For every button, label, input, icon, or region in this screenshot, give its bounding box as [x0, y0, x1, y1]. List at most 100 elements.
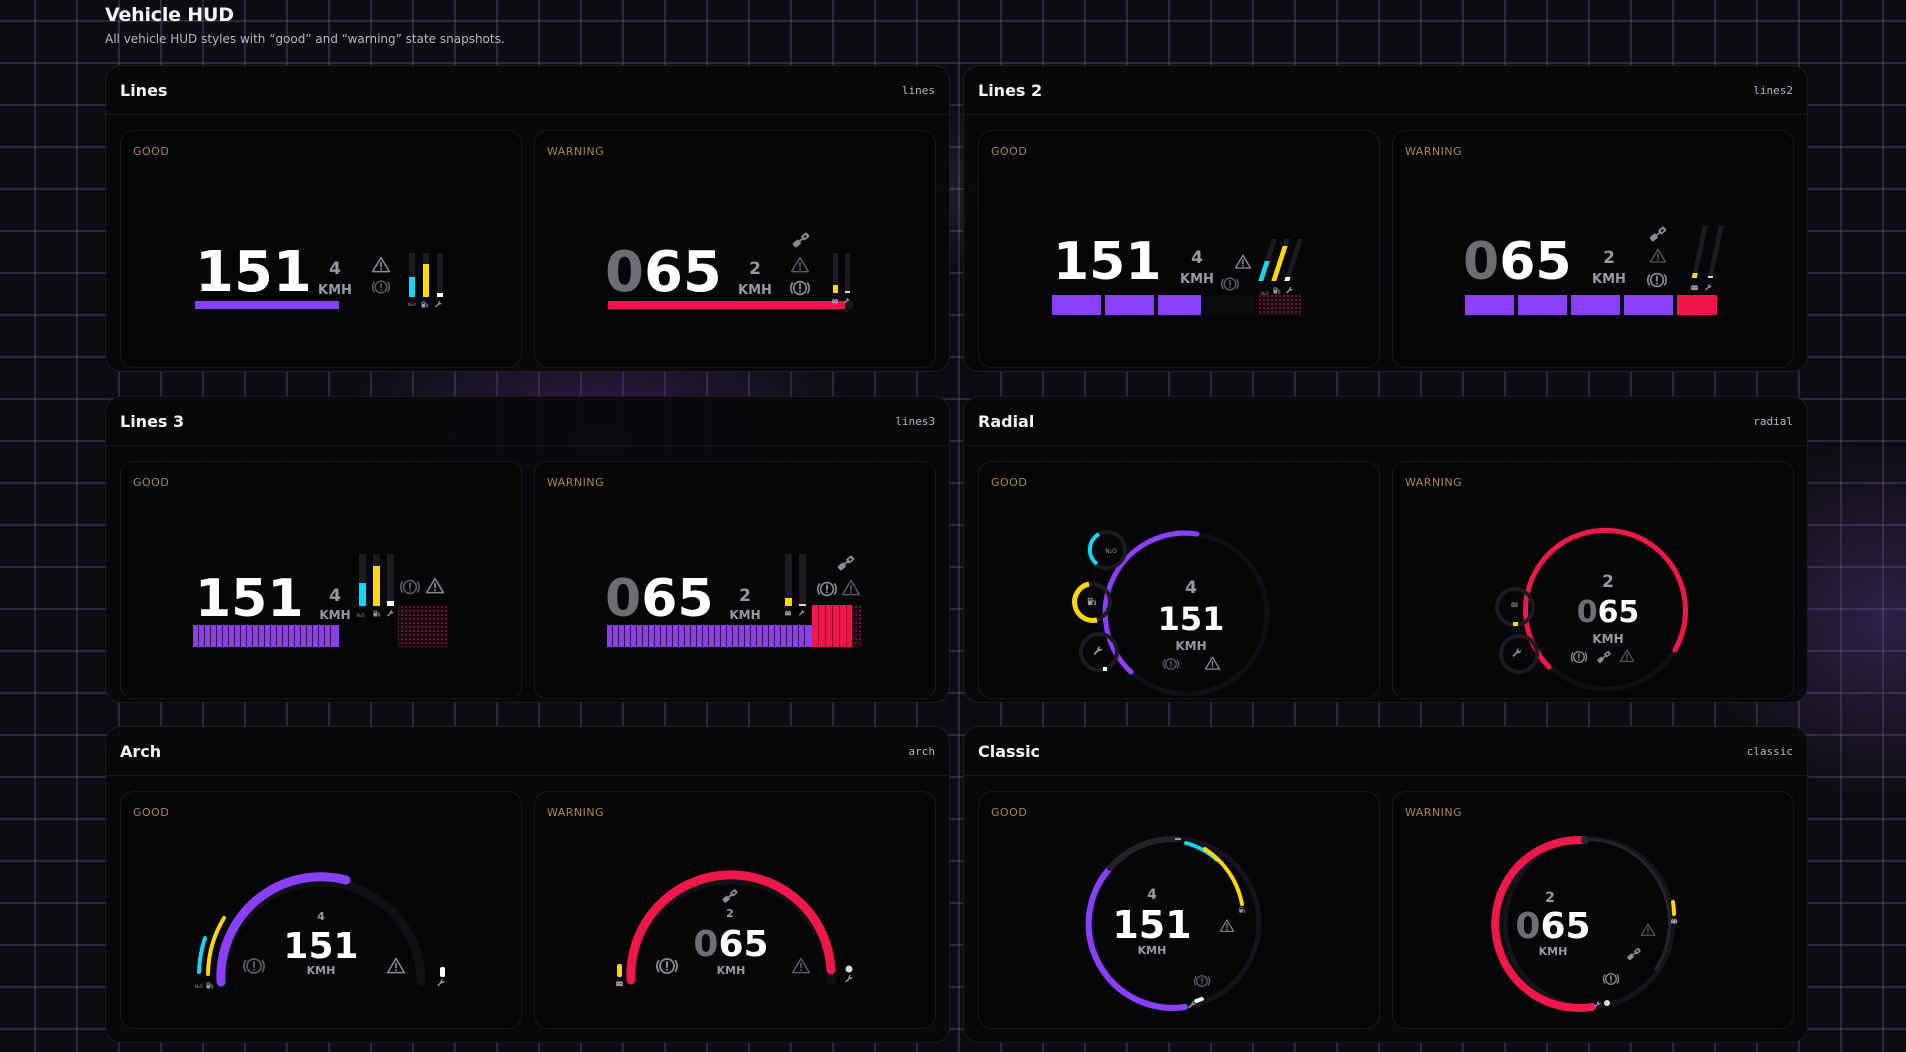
- speed-bar: [608, 301, 845, 309]
- fuel-pump-icon: [206, 982, 214, 989]
- speed-tick-bar: [607, 605, 862, 647]
- engine-gauge: [437, 293, 443, 297]
- warning-triangle-icon: [371, 256, 391, 273]
- fuel-gauge: [1203, 847, 1244, 906]
- speed-value: 065: [605, 569, 714, 629]
- engine-gauge: [1194, 996, 1204, 1004]
- speed-bar: [195, 301, 339, 309]
- section-title: Radial: [978, 411, 1035, 431]
- nitro-gauge: [359, 583, 366, 606]
- gear-value: 4: [1147, 887, 1157, 903]
- gear-value: 2: [739, 586, 751, 606]
- parking-brake-icon: [1193, 975, 1211, 987]
- speed-value: 151: [1158, 600, 1225, 638]
- parking-brake-icon: [371, 280, 391, 294]
- warning-triangle-icon: [386, 957, 406, 974]
- fuel-gauge: [1072, 581, 1098, 623]
- hud-card-good: GOOD 151 4 KMH N₂O: [120, 130, 522, 368]
- hud-card-good: GOOD N₂O 4 151 KMH: [120, 791, 522, 1029]
- nitro-icon: N₂O: [357, 613, 365, 618]
- warning-triangle-icon: [841, 579, 861, 596]
- hud-lines2-warning: 065 2 KMH: [1393, 131, 1793, 367]
- warning-triangle-icon: [1204, 656, 1221, 670]
- section-lines3: Lines 3 lines3 GOOD 151 4 KMH N₂O: [105, 396, 950, 703]
- page-subtitle: All vehicle HUD styles with “good” and “…: [105, 32, 505, 46]
- wrench-icon: [387, 610, 394, 617]
- parking-brake-icon: [1602, 973, 1620, 985]
- battery-gauge: [785, 598, 792, 606]
- fuel-pump-icon: [373, 610, 381, 617]
- hud-lines-warning: 065 2 KMH: [535, 131, 935, 367]
- warning-triangle-icon: [791, 957, 811, 974]
- battery-icon: [785, 610, 791, 616]
- parking-brake-icon: [1162, 658, 1180, 670]
- nitro-icon: N₂O: [195, 984, 203, 989]
- engine-gauge: [1103, 667, 1107, 671]
- speed-value: 151: [1053, 232, 1162, 292]
- section-key: lines: [901, 83, 935, 97]
- section-arch: Arch arch GOOD N₂O 4 151 KMH WARNING: [105, 726, 950, 1043]
- state-label: GOOD: [133, 806, 170, 819]
- fuel-pump-icon: [421, 301, 429, 308]
- gauge-group: [1691, 226, 1724, 278]
- battery-icon: [832, 298, 838, 304]
- speed-value: 065: [605, 240, 722, 305]
- gear-value: 4: [317, 910, 325, 923]
- section-title: Lines 2: [978, 80, 1043, 100]
- speed-ring: [1102, 530, 1200, 675]
- state-label: GOOD: [133, 476, 170, 489]
- speed-unit: KMH: [738, 283, 772, 298]
- speed-unit: KMH: [307, 964, 336, 977]
- hud-card-good: GOOD 151 4 KMH: [978, 130, 1380, 368]
- speed-unit: KMH: [1180, 272, 1214, 287]
- battery-gauge: [1691, 273, 1698, 278]
- section-title: Arch: [120, 741, 162, 761]
- speed-unit: KMH: [1175, 639, 1206, 653]
- battery-icon: [1691, 284, 1698, 291]
- state-label: WARNING: [1405, 476, 1463, 489]
- battery-gauge: [617, 964, 622, 977]
- speed-value: 065: [1577, 595, 1640, 630]
- parking-brake-icon: [1646, 272, 1668, 288]
- speed-unit: KMH: [729, 608, 760, 622]
- speed-segment-bar: [1465, 295, 1717, 315]
- fuel-gauge: [423, 264, 429, 297]
- hud-lines-good: 151 4 KMH N₂O: [121, 131, 521, 367]
- speed-ring: [1085, 865, 1188, 1011]
- speed-unit: KMH: [1138, 944, 1167, 957]
- nitro-gauge: [1087, 532, 1101, 566]
- section-header: Classic classic: [964, 727, 1807, 776]
- engine-gauge: [387, 601, 394, 606]
- gear-value: 4: [1185, 578, 1197, 598]
- parking-brake-icon: [1220, 277, 1240, 291]
- hud-arch-good: N₂O 4 151 KMH: [121, 792, 521, 1028]
- hud-lines3-warning: 065 2 KMH: [535, 462, 935, 698]
- state-label: GOOD: [991, 476, 1028, 489]
- fuel-gauge: [1271, 246, 1288, 281]
- battery-gauge: [833, 285, 838, 293]
- speed-value: 065: [1515, 906, 1590, 947]
- wrench-icon: [799, 609, 805, 616]
- hud-card-good: GOOD 4 151 KMH: [978, 791, 1380, 1029]
- parking-brake-icon: [816, 581, 838, 597]
- state-label: WARNING: [547, 145, 605, 158]
- speed-value: 151: [195, 569, 304, 629]
- hud-card-warning: WARNING 2 065 KMH: [1392, 461, 1794, 699]
- section-header: Lines lines: [106, 66, 949, 115]
- seatbelt-icon: [1649, 226, 1667, 242]
- engine-gauge: [1707, 276, 1714, 278]
- warning-triangle-icon: [1234, 254, 1252, 269]
- warning-triangle-icon: [790, 256, 810, 273]
- section-title: Lines 3: [120, 411, 185, 431]
- gear-value: 4: [329, 586, 341, 606]
- hud-classic-good: 4 151 KMH: [979, 792, 1379, 1028]
- parking-brake-icon: [1570, 651, 1588, 663]
- hud-classic-warning: 2 065 KMH: [1393, 792, 1793, 1028]
- fuel-gauge: [373, 566, 380, 606]
- wrench-icon: [845, 975, 853, 983]
- speed-unit: KMH: [319, 608, 350, 622]
- section-header: Lines 3 lines3: [106, 397, 949, 446]
- hud-card-warning: WARNING 065 2 KMH: [534, 461, 936, 699]
- section-title: Lines: [120, 80, 168, 100]
- wrench-icon: [1705, 284, 1712, 291]
